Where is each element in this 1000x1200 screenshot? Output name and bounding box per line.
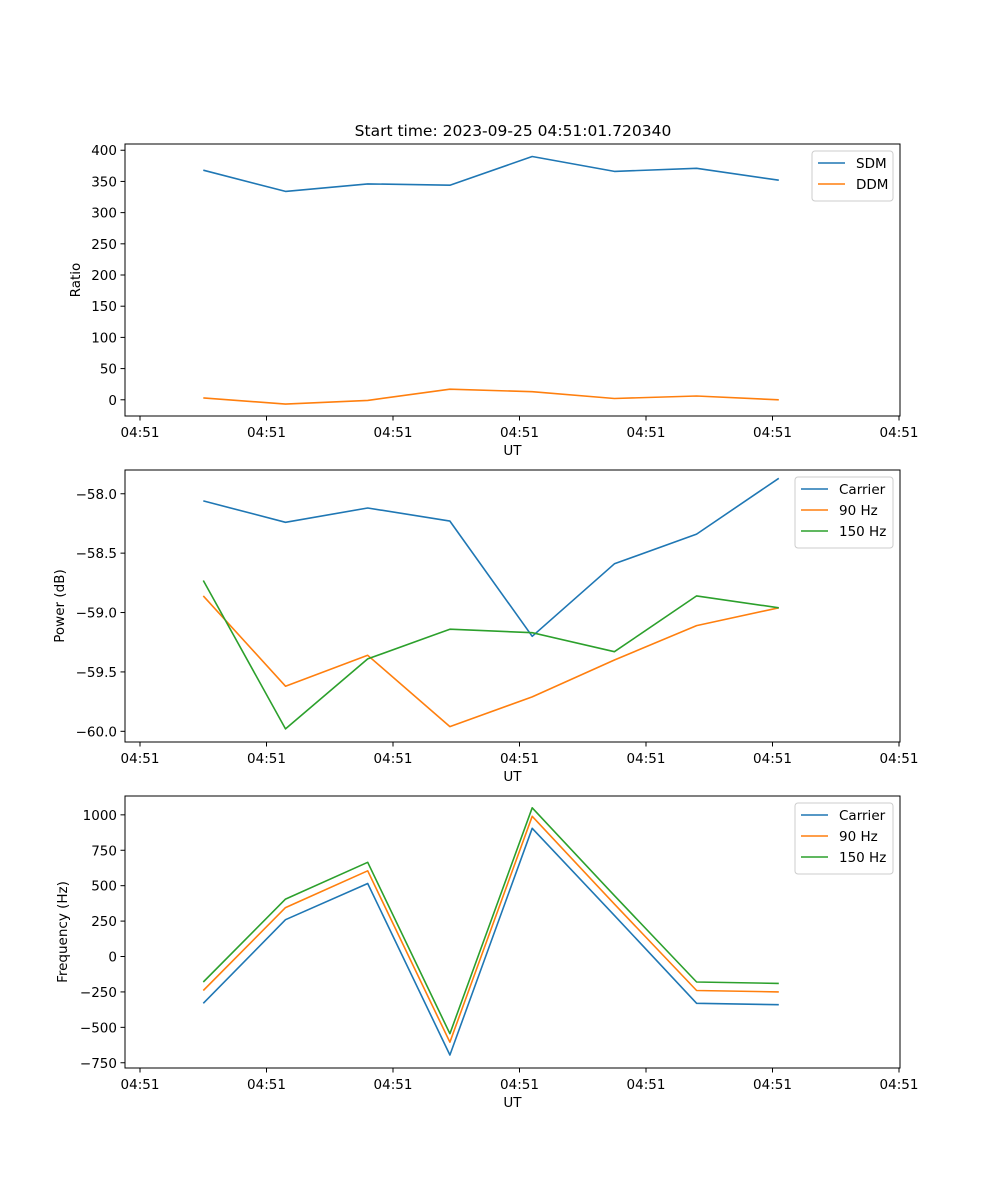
subplot-2: 04:51 04:51 04:51 04:51 04:51 04:51 04:51 UT −58… <box>52 469 919 785</box>
subplot-1: 04:51 04:51 04:51 04:51 04:51 04:51 04:51 UT 0 50… <box>68 143 918 459</box>
y-tick-label: −58.5 <box>76 546 117 562</box>
x-tick-label: 04:51 <box>500 751 539 767</box>
x-tick-label: 04:51 <box>121 751 160 767</box>
y-tick-label: 400 <box>91 143 117 159</box>
subplot-3: 04:51 04:51 04:51 04:51 04:51 04:51 04:51 UT 100… <box>55 795 919 1111</box>
y-tick-label: 50 <box>100 362 117 378</box>
x-tick-label: 04:51 <box>880 1077 919 1093</box>
series-line-ddm <box>203 388 779 405</box>
x-tick-label: 04:51 <box>374 425 413 441</box>
x-tick-label: 04:51 <box>121 425 160 441</box>
legend: Carrier 90 Hz 150 Hz <box>794 476 894 549</box>
y-axis-label: Ratio <box>68 263 84 298</box>
series-line-90-hz <box>202 815 779 1043</box>
legend-label: Carrier <box>839 808 886 824</box>
y-tick-label: 200 <box>91 268 117 284</box>
y-tick-label: −250 <box>80 985 117 1001</box>
x-tick-label: 04:51 <box>880 751 919 767</box>
x-axis-label: UT <box>503 769 522 785</box>
legend-label: 150 Hz <box>839 524 886 540</box>
y-axis-label: Frequency (Hz) <box>55 881 71 983</box>
x-tick-label: 04:51 <box>880 425 919 441</box>
y-tick-label: 350 <box>91 174 117 190</box>
y-tick-label: 0 <box>108 393 117 409</box>
x-tick-label: 04:51 <box>500 1077 539 1093</box>
axes-frame <box>124 143 901 417</box>
x-tick-label: 04:51 <box>500 425 539 441</box>
legend: SDM DDM <box>811 150 894 202</box>
series-line-150-hz <box>202 580 779 730</box>
y-axis-label: Power (dB) <box>52 569 68 642</box>
legend-label: 150 Hz <box>839 850 886 866</box>
y-tick-label: −59.5 <box>76 665 117 681</box>
x-tick-label: 04:51 <box>753 751 792 767</box>
x-tick-label: 04:51 <box>627 751 666 767</box>
y-tick-label: 100 <box>91 330 117 346</box>
x-axis-label: UT <box>503 1095 522 1111</box>
y-tick-label: 150 <box>91 299 117 315</box>
legend-label: 90 Hz <box>839 503 878 519</box>
y-tick-label: 250 <box>91 914 117 930</box>
series-line-150-hz <box>202 806 779 1035</box>
y-tick-label: 250 <box>91 237 117 253</box>
axes-frame <box>124 795 901 1069</box>
axes-frame <box>124 469 901 743</box>
y-tick-label: 500 <box>91 879 117 895</box>
legend-label: DDM <box>856 177 888 193</box>
x-tick-label: 04:51 <box>374 1077 413 1093</box>
series-line-carrier <box>203 477 780 638</box>
y-tick-label: −58.0 <box>76 487 117 503</box>
subplots: 04:51 04:51 04:51 04:51 04:51 04:51 04:51 UT 0 50… <box>52 143 918 1111</box>
x-tick-label: 04:51 <box>247 425 286 441</box>
legend-label: Carrier <box>839 482 886 498</box>
x-tick-label: 04:51 <box>627 1077 666 1093</box>
series-line-90-hz <box>202 595 779 728</box>
y-tick-label: 0 <box>108 950 117 966</box>
x-tick-label: 04:51 <box>247 751 286 767</box>
x-tick-label: 04:51 <box>121 1077 160 1093</box>
legend-label: 90 Hz <box>839 829 878 845</box>
figure-title: Start time: 2023-09-25 04:51:01.720340 <box>355 122 672 140</box>
y-tick-label: 300 <box>91 206 117 222</box>
x-tick-label: 04:51 <box>627 425 666 441</box>
series-line-sdm <box>203 155 779 193</box>
x-tick-label: 04:51 <box>247 1077 286 1093</box>
x-axis-label: UT <box>503 443 522 459</box>
y-tick-label: −59.0 <box>76 606 117 622</box>
series-line-carrier <box>202 827 779 1056</box>
x-tick-label: 04:51 <box>753 425 792 441</box>
x-tick-label: 04:51 <box>374 751 413 767</box>
x-tick-label: 04:51 <box>753 1077 792 1093</box>
y-tick-label: 1000 <box>83 808 117 824</box>
y-tick-label: 750 <box>91 843 117 859</box>
legend: Carrier 90 Hz 150 Hz <box>794 802 894 875</box>
legend-label: SDM <box>856 156 887 172</box>
y-tick-label: −750 <box>80 1056 117 1072</box>
y-tick-label: −500 <box>80 1020 117 1036</box>
y-tick-label: −60.0 <box>76 724 117 740</box>
